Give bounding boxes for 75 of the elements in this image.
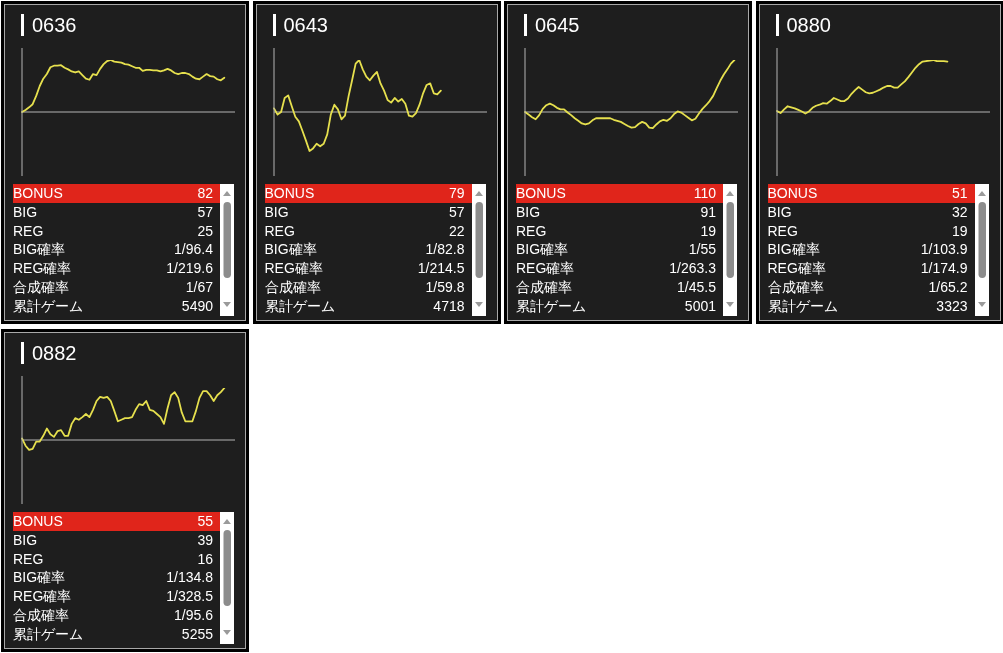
text: 1/134.8 (166, 569, 213, 586)
text: BIG (516, 203, 541, 220)
text: REG確率 (13, 588, 72, 605)
text: REG (516, 222, 547, 239)
text: 1/263.3 (669, 260, 716, 277)
text: BIG (13, 203, 38, 220)
text: 1/96.4 (174, 241, 213, 258)
text: 1/55 (688, 241, 716, 258)
chart-title: 0643 (283, 14, 328, 36)
text: REG (767, 222, 798, 239)
chart-title: 0645 (535, 14, 580, 36)
text: BIG (767, 203, 792, 220)
text: BONUS (516, 185, 566, 201)
text: 1/219.6 (166, 260, 213, 277)
text: 累計ゲーム (13, 625, 83, 642)
text: REG確率 (767, 260, 826, 277)
chart-title: 0636 (32, 14, 77, 36)
text: 57 (197, 203, 213, 220)
text: 5255 (181, 625, 213, 642)
text: 合成確率 (516, 278, 572, 295)
text: BIG確率 (767, 241, 820, 258)
text: 1/214.5 (417, 260, 465, 277)
text: BONUS (264, 185, 315, 201)
text: REG確率 (516, 260, 575, 277)
chart-title: 0882 (32, 342, 77, 364)
text: 累計ゲーム (264, 297, 335, 314)
text: 累計ゲーム (767, 297, 838, 314)
text: 82 (197, 185, 213, 201)
text: 1/95.6 (174, 606, 213, 623)
text: BIG確率 (516, 241, 569, 258)
text: BONUS (13, 185, 63, 201)
text: REG確率 (264, 260, 323, 277)
text: 1/65.2 (928, 278, 968, 295)
text: 22 (448, 222, 465, 239)
text: 39 (197, 531, 213, 548)
text: 1/103.9 (920, 241, 968, 258)
text: 合成確率 (13, 606, 69, 623)
text: BONUS (13, 513, 63, 529)
text: REG確率 (13, 260, 72, 277)
text: 79 (448, 185, 465, 201)
text: 19 (700, 222, 716, 239)
text: 3323 (936, 297, 968, 314)
text: 25 (197, 222, 213, 239)
text: 57 (448, 203, 465, 220)
text: REG (13, 222, 44, 239)
text: 5001 (684, 297, 716, 314)
chart-title: 0880 (786, 14, 831, 36)
text: REG (13, 550, 44, 567)
text: BONUS (767, 185, 818, 201)
text: 16 (197, 550, 213, 567)
text: 51 (951, 185, 968, 201)
text: REG (264, 222, 295, 239)
text: 19 (951, 222, 968, 239)
text: 合成確率 (767, 278, 824, 295)
text: 1/67 (185, 278, 213, 295)
text: 4718 (433, 297, 465, 314)
text: BIG (13, 531, 38, 548)
text: 1/328.5 (166, 588, 213, 605)
text: 累計ゲーム (13, 297, 83, 314)
text: 累計ゲーム (516, 297, 586, 314)
text: BIG確率 (264, 241, 317, 258)
text: 合成確率 (264, 278, 321, 295)
text: 合成確率 (13, 278, 69, 295)
text: BIG (264, 203, 289, 220)
text: BIG確率 (13, 241, 66, 258)
text: 55 (197, 513, 213, 529)
text: 110 (693, 185, 716, 201)
text: 1/82.8 (425, 241, 465, 258)
text: 5490 (181, 297, 213, 314)
text: 91 (700, 203, 716, 220)
text: 1/174.9 (920, 260, 968, 277)
text: BIG確率 (13, 569, 66, 586)
text: 32 (951, 203, 968, 220)
text: 1/59.8 (425, 278, 465, 295)
text: 1/45.5 (677, 278, 716, 295)
